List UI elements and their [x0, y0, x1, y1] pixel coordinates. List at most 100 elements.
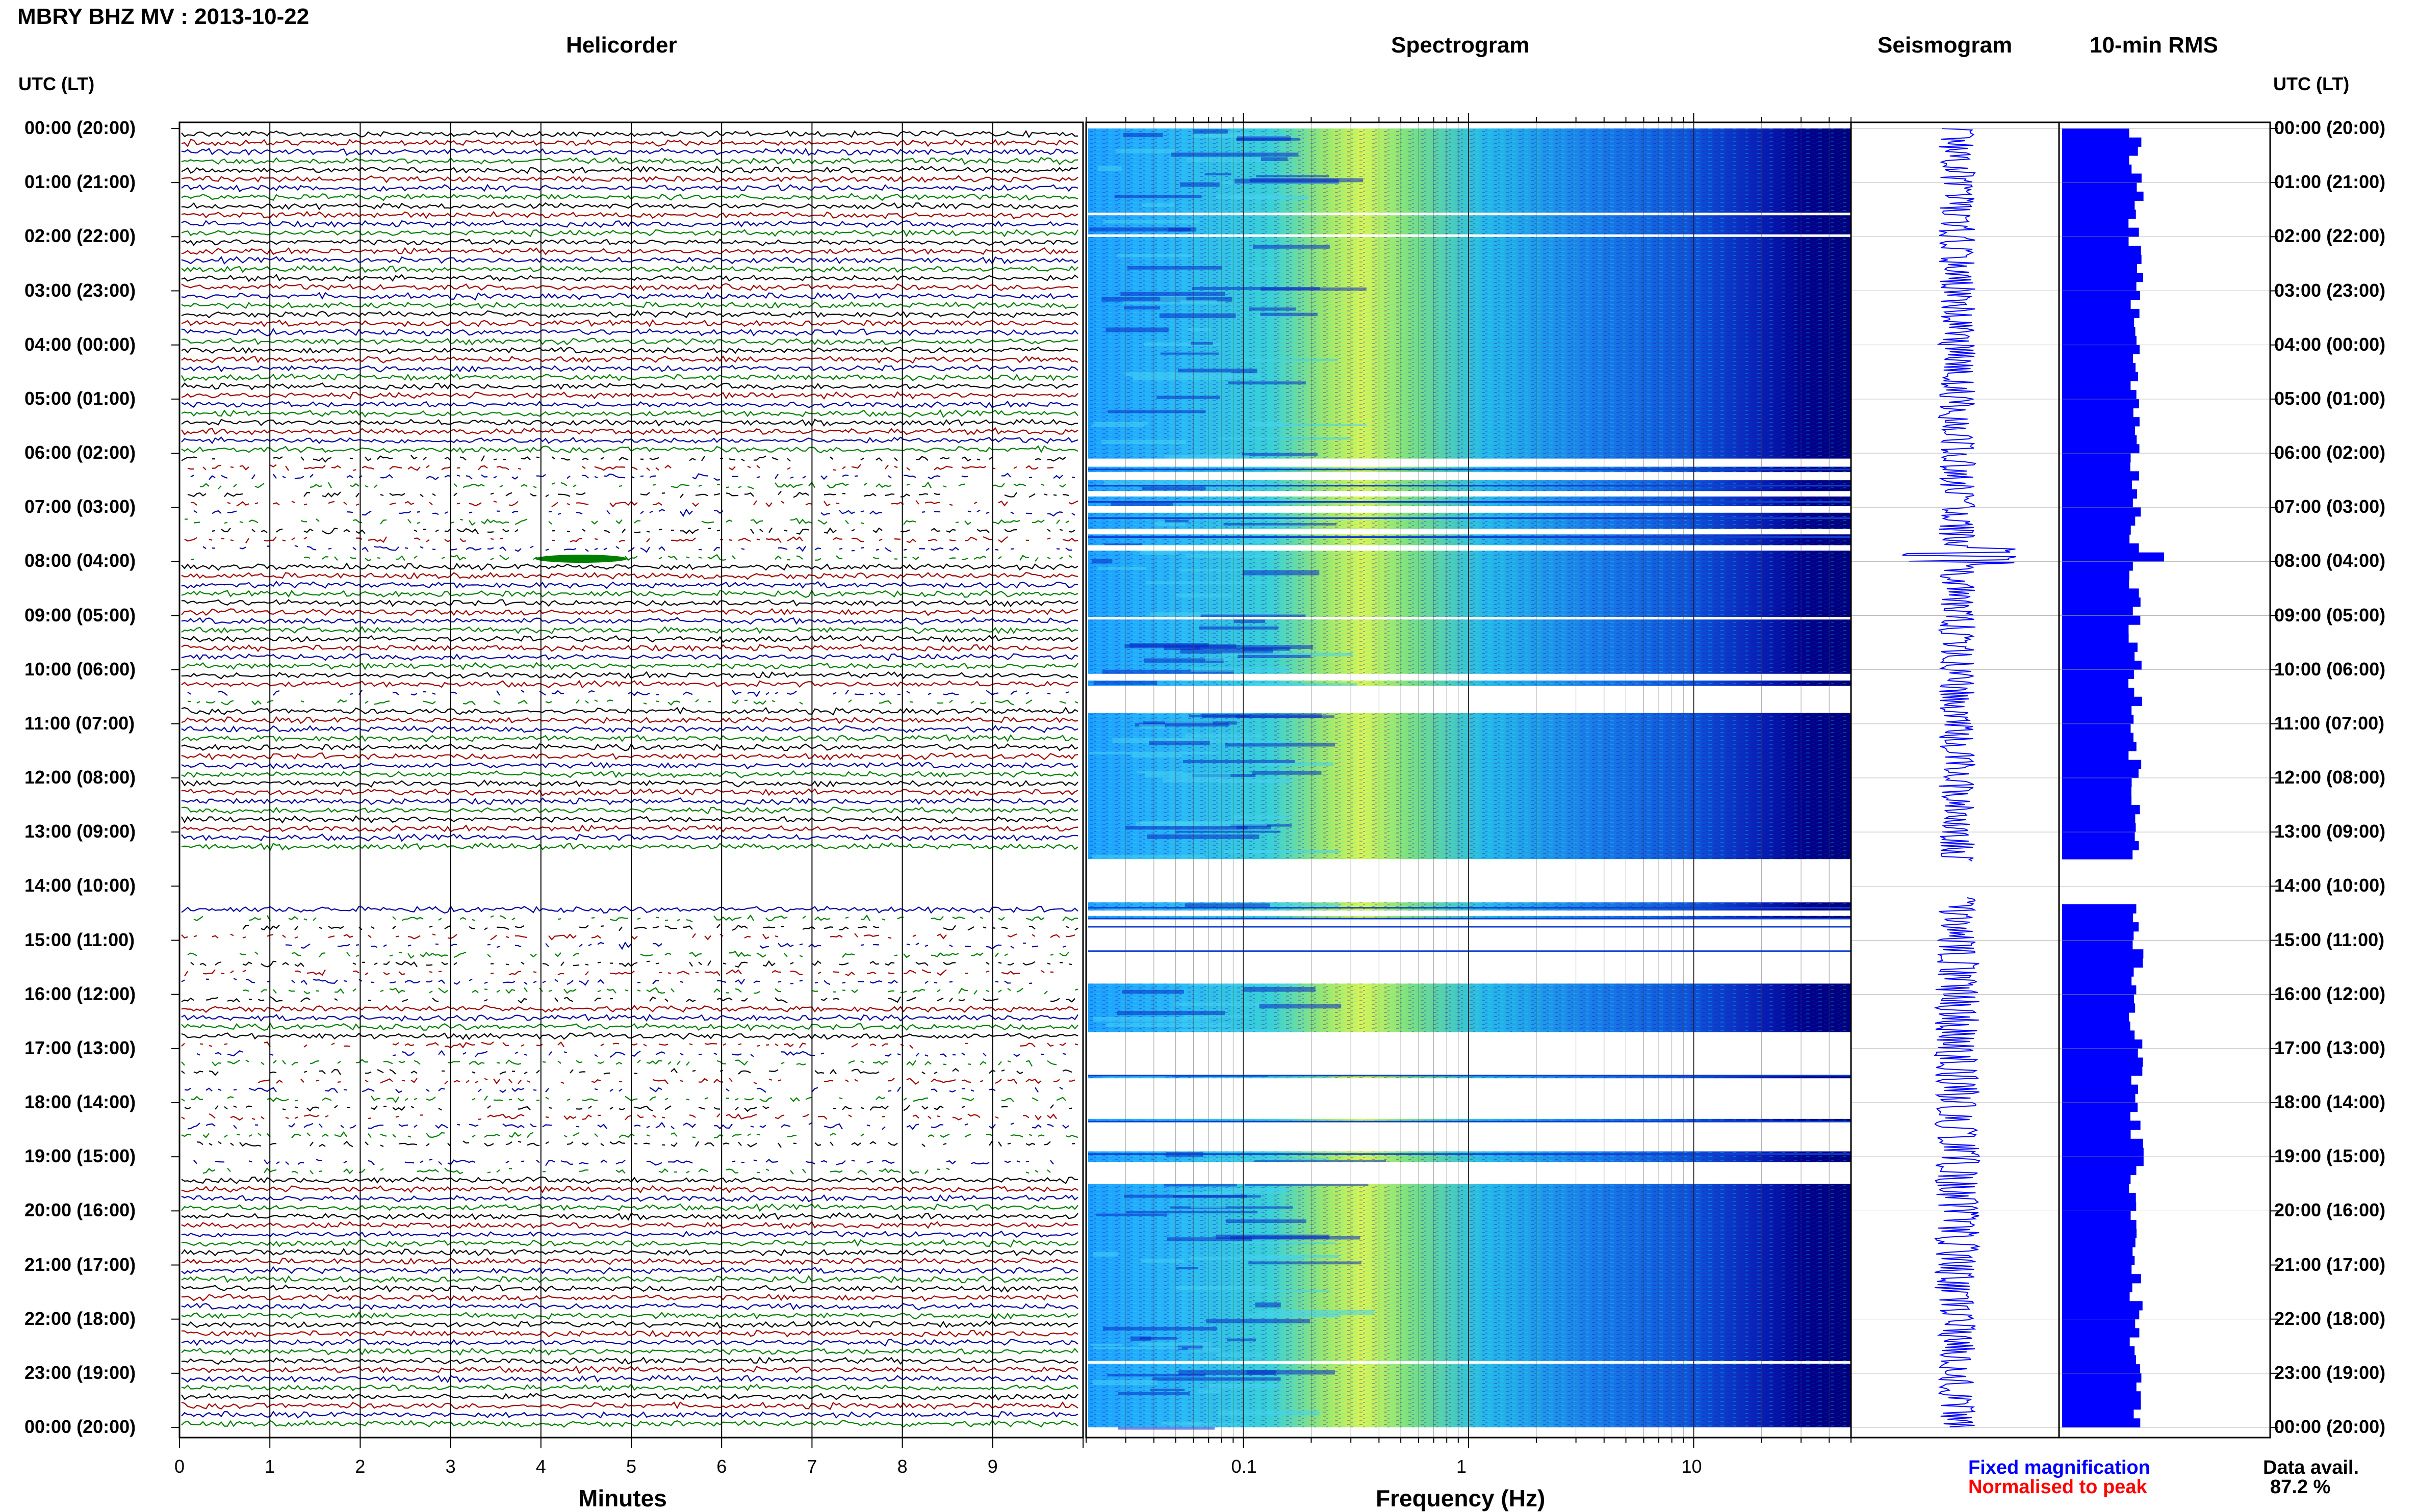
- spectrogram-streak: [1205, 173, 1231, 175]
- helicorder-trace-line: [181, 193, 1078, 201]
- rms-bar: [2062, 408, 2133, 418]
- helicorder-trace-line: [181, 617, 1078, 625]
- rms-bar: [2062, 679, 2129, 688]
- spectrogram-streak: [1198, 481, 1265, 485]
- rms-bar: [2062, 390, 2137, 400]
- rms-panel: [2058, 121, 2271, 1439]
- rms-bar: [2062, 688, 2135, 697]
- rms-bar: [2062, 1220, 2137, 1230]
- helicorder-trace-line: [181, 842, 1078, 851]
- time-label-right: 07:00 (03:00): [2274, 496, 2386, 517]
- spectrogram-streak: [1093, 1347, 1182, 1349]
- minutes-axis-label: Minutes: [578, 1485, 667, 1511]
- rms-bar: [2062, 1093, 2136, 1103]
- helicorder-trace-line: [191, 961, 1078, 967]
- rms-bar: [2062, 985, 2137, 995]
- rms-bar: [2062, 281, 2137, 291]
- helicorder-trace-line: [181, 129, 1078, 139]
- rms-bar: [2062, 372, 2139, 381]
- rms-bar: [2062, 750, 2129, 761]
- spectrogram-streak: [1175, 593, 1232, 597]
- spectrogram-streak: [1178, 369, 1257, 374]
- time-label-right: 06:00 (02:00): [2274, 442, 2386, 463]
- helicorder-trace-line: [181, 337, 1078, 346]
- helicorder-trace-line: [181, 220, 1078, 228]
- minute-tick-label: 7: [807, 1456, 817, 1477]
- helicorder-trace-line: [181, 724, 1078, 734]
- rms-bar: [2062, 787, 2131, 796]
- helicorder-trace-line: [181, 147, 1078, 156]
- helicorder-trace-line: [181, 562, 1078, 571]
- helicorder-trace-line: [181, 905, 1078, 914]
- rms-bar: [2062, 561, 2133, 571]
- spectrogram-streak: [1232, 815, 1289, 819]
- rms-bar: [2062, 1409, 2134, 1419]
- time-label-left: 11:00 (07:00): [24, 712, 135, 734]
- helicorder-trace-line: [181, 779, 1078, 788]
- spectrogram-streak: [1142, 486, 1206, 490]
- spectrogram-streak: [1133, 376, 1232, 381]
- rms-bar: [2062, 137, 2142, 147]
- spectrogram-streak: [1117, 1010, 1225, 1015]
- rms-bar: [2062, 814, 2136, 823]
- spectrogram-streak: [1208, 1384, 1281, 1389]
- helicorder-trace-line: [181, 157, 1078, 166]
- helicorder-trace-line: [181, 770, 1078, 778]
- helicorder-trace-line: [181, 644, 1078, 653]
- spectrogram-streak: [1198, 626, 1279, 630]
- rms-bar: [2062, 615, 2141, 625]
- spectrogram-streak: [1132, 754, 1182, 758]
- rms-bar: [2062, 967, 2134, 977]
- time-label-right: 02:00 (22:00): [2274, 225, 2386, 247]
- spectrogram-streak: [1125, 1211, 1258, 1214]
- seismogram-frame: [1850, 121, 2060, 1439]
- time-label-left: 18:00 (14:00): [24, 1091, 136, 1112]
- spectrogram-streak: [1091, 424, 1144, 427]
- rms-bar: [2062, 769, 2139, 778]
- spectrogram-streak: [1261, 157, 1288, 162]
- spectrogram-streak: [1252, 771, 1322, 775]
- spectrogram-streak: [1150, 1389, 1185, 1391]
- helicorder-trace-line: [181, 1266, 1078, 1275]
- helicorder-trace-line: [181, 996, 1075, 1004]
- spectrogram-streak: [1091, 559, 1113, 564]
- rms-bar: [2062, 760, 2142, 769]
- rms-bar: [2062, 913, 2133, 923]
- spectrogram-streak: [1123, 301, 1226, 304]
- helicorder-trace-line: [181, 355, 1078, 364]
- rms-bar: [2062, 498, 2133, 508]
- spectrogram-streak: [1092, 855, 1206, 860]
- time-label-left: 14:00 (10:00): [24, 875, 136, 896]
- spectrogram-streak: [1247, 1314, 1340, 1318]
- spectrogram-streak: [1206, 1318, 1310, 1323]
- spectrogram-streak: [1124, 306, 1161, 309]
- time-label-right: 08:00 (04:00): [2274, 550, 2386, 571]
- spectrogram-streak: [1105, 327, 1169, 333]
- rms-bar: [2062, 778, 2132, 788]
- spectrogram-streak: [1125, 826, 1248, 830]
- helicorder-trace-line: [181, 1419, 1078, 1428]
- helicorder-trace-line: [181, 274, 1078, 282]
- rms-bar: [2062, 733, 2133, 742]
- rms-bar: [2062, 264, 2137, 273]
- helicorder-trace-line: [190, 473, 1075, 481]
- spectrogram-streak: [1164, 455, 1249, 459]
- rms-bar: [2062, 543, 2139, 553]
- rms-bar: [2062, 246, 2141, 255]
- helicorder-trace-line: [286, 943, 1078, 949]
- rms-bar: [2062, 1021, 2130, 1031]
- spectrogram-streak: [1174, 1002, 1273, 1006]
- helicorder-trace-line: [181, 761, 1078, 770]
- helicorder-trace-line: [181, 247, 1078, 255]
- spectrogram-streak: [1225, 373, 1261, 379]
- helicorder-trace-line: [181, 165, 1078, 174]
- helicorder-trace-line: [181, 788, 1078, 797]
- rms-bar: [2062, 200, 2135, 210]
- rms-bar: [2062, 1238, 2136, 1247]
- rms-bar: [2062, 1057, 2143, 1067]
- helicorder-trace-line: [181, 364, 1078, 373]
- spectrogram-streak: [1160, 296, 1187, 301]
- time-label-left: 00:00 (20:00): [24, 117, 136, 138]
- rms-bar: [2062, 462, 2130, 472]
- time-label-left: 22:00 (18:00): [24, 1308, 136, 1329]
